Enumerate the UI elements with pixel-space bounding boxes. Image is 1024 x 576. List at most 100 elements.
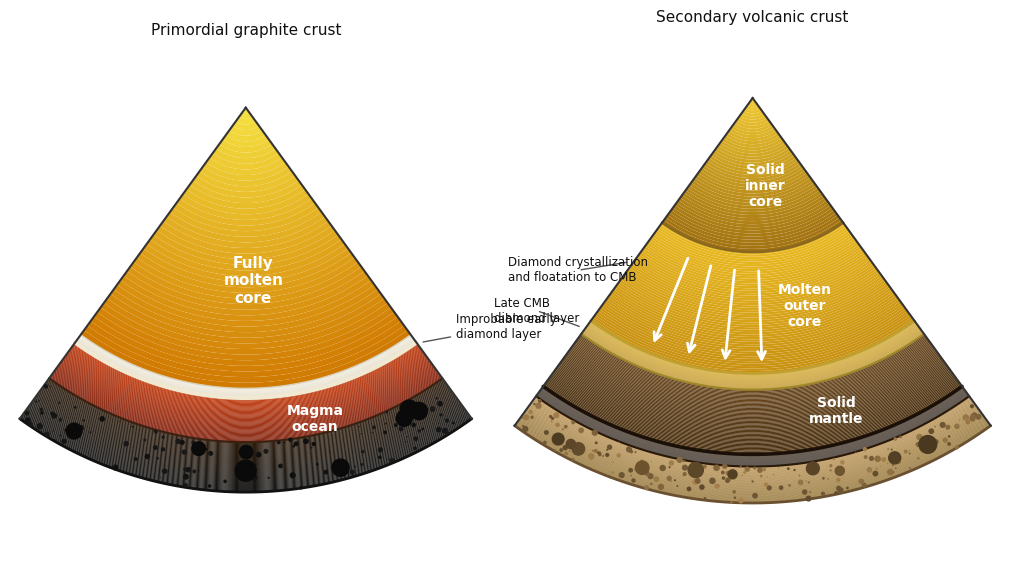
Circle shape bbox=[916, 434, 923, 440]
Polygon shape bbox=[76, 342, 416, 397]
Polygon shape bbox=[121, 276, 371, 321]
Circle shape bbox=[445, 418, 450, 423]
Polygon shape bbox=[541, 389, 965, 458]
Polygon shape bbox=[55, 369, 436, 431]
Circle shape bbox=[757, 468, 763, 473]
Polygon shape bbox=[140, 248, 351, 287]
Circle shape bbox=[360, 463, 364, 466]
Polygon shape bbox=[586, 328, 920, 383]
Polygon shape bbox=[538, 393, 968, 463]
Polygon shape bbox=[537, 396, 969, 466]
Circle shape bbox=[378, 456, 382, 459]
Polygon shape bbox=[40, 391, 452, 458]
Circle shape bbox=[732, 490, 736, 494]
Text: Magma
ocean: Magma ocean bbox=[287, 404, 343, 434]
Polygon shape bbox=[540, 391, 966, 461]
Polygon shape bbox=[97, 308, 394, 360]
Polygon shape bbox=[515, 425, 990, 502]
Polygon shape bbox=[571, 347, 934, 407]
Polygon shape bbox=[522, 415, 983, 491]
Polygon shape bbox=[538, 393, 968, 464]
Circle shape bbox=[590, 457, 593, 460]
Circle shape bbox=[934, 439, 939, 444]
Circle shape bbox=[703, 497, 707, 499]
Polygon shape bbox=[592, 317, 913, 371]
Circle shape bbox=[799, 475, 801, 476]
Circle shape bbox=[566, 439, 575, 449]
Polygon shape bbox=[589, 323, 916, 376]
Polygon shape bbox=[720, 141, 785, 153]
Polygon shape bbox=[635, 258, 870, 298]
Polygon shape bbox=[19, 418, 472, 492]
Circle shape bbox=[752, 480, 754, 483]
Circle shape bbox=[53, 430, 54, 431]
Circle shape bbox=[191, 441, 196, 445]
Polygon shape bbox=[587, 325, 919, 380]
Polygon shape bbox=[585, 329, 921, 384]
Polygon shape bbox=[521, 416, 984, 492]
Polygon shape bbox=[70, 349, 422, 407]
Circle shape bbox=[639, 469, 643, 474]
Polygon shape bbox=[544, 384, 962, 453]
Polygon shape bbox=[537, 395, 969, 465]
Text: (a): (a) bbox=[14, 0, 50, 1]
Polygon shape bbox=[67, 353, 425, 412]
Polygon shape bbox=[670, 210, 836, 240]
Polygon shape bbox=[24, 412, 468, 485]
Polygon shape bbox=[540, 391, 966, 460]
Polygon shape bbox=[526, 409, 979, 483]
Polygon shape bbox=[551, 375, 954, 441]
Polygon shape bbox=[682, 192, 823, 218]
Circle shape bbox=[954, 423, 959, 429]
Polygon shape bbox=[54, 370, 437, 433]
Circle shape bbox=[544, 430, 549, 435]
Circle shape bbox=[805, 480, 807, 482]
Polygon shape bbox=[528, 406, 977, 480]
Polygon shape bbox=[65, 357, 427, 416]
Circle shape bbox=[193, 469, 197, 473]
Polygon shape bbox=[706, 160, 800, 178]
Circle shape bbox=[396, 410, 413, 426]
Polygon shape bbox=[537, 395, 969, 465]
Polygon shape bbox=[80, 336, 412, 390]
Polygon shape bbox=[534, 399, 972, 470]
Polygon shape bbox=[589, 324, 916, 377]
Polygon shape bbox=[645, 244, 860, 281]
Circle shape bbox=[592, 430, 598, 436]
Circle shape bbox=[829, 469, 831, 471]
Polygon shape bbox=[519, 419, 986, 496]
Circle shape bbox=[606, 449, 608, 451]
Circle shape bbox=[892, 464, 894, 466]
Circle shape bbox=[543, 441, 547, 445]
Circle shape bbox=[536, 403, 542, 409]
Polygon shape bbox=[518, 420, 987, 497]
Polygon shape bbox=[32, 401, 460, 471]
Circle shape bbox=[143, 438, 146, 441]
Polygon shape bbox=[210, 153, 282, 169]
Circle shape bbox=[647, 473, 653, 479]
Polygon shape bbox=[117, 280, 375, 327]
Polygon shape bbox=[565, 355, 940, 417]
Circle shape bbox=[798, 479, 804, 486]
Polygon shape bbox=[591, 321, 914, 374]
Polygon shape bbox=[539, 393, 967, 463]
Circle shape bbox=[394, 423, 397, 427]
Circle shape bbox=[551, 417, 554, 420]
Polygon shape bbox=[664, 218, 842, 249]
Circle shape bbox=[25, 417, 31, 423]
Circle shape bbox=[728, 470, 737, 479]
Circle shape bbox=[743, 471, 746, 474]
Polygon shape bbox=[532, 401, 973, 473]
Polygon shape bbox=[540, 391, 966, 460]
Polygon shape bbox=[63, 358, 428, 418]
Polygon shape bbox=[226, 130, 265, 141]
Circle shape bbox=[840, 490, 844, 493]
Polygon shape bbox=[542, 388, 964, 456]
Circle shape bbox=[78, 425, 84, 431]
Circle shape bbox=[59, 435, 61, 437]
Circle shape bbox=[645, 473, 647, 475]
Circle shape bbox=[697, 482, 699, 483]
Polygon shape bbox=[32, 401, 460, 472]
Polygon shape bbox=[542, 389, 964, 457]
Polygon shape bbox=[518, 420, 987, 497]
